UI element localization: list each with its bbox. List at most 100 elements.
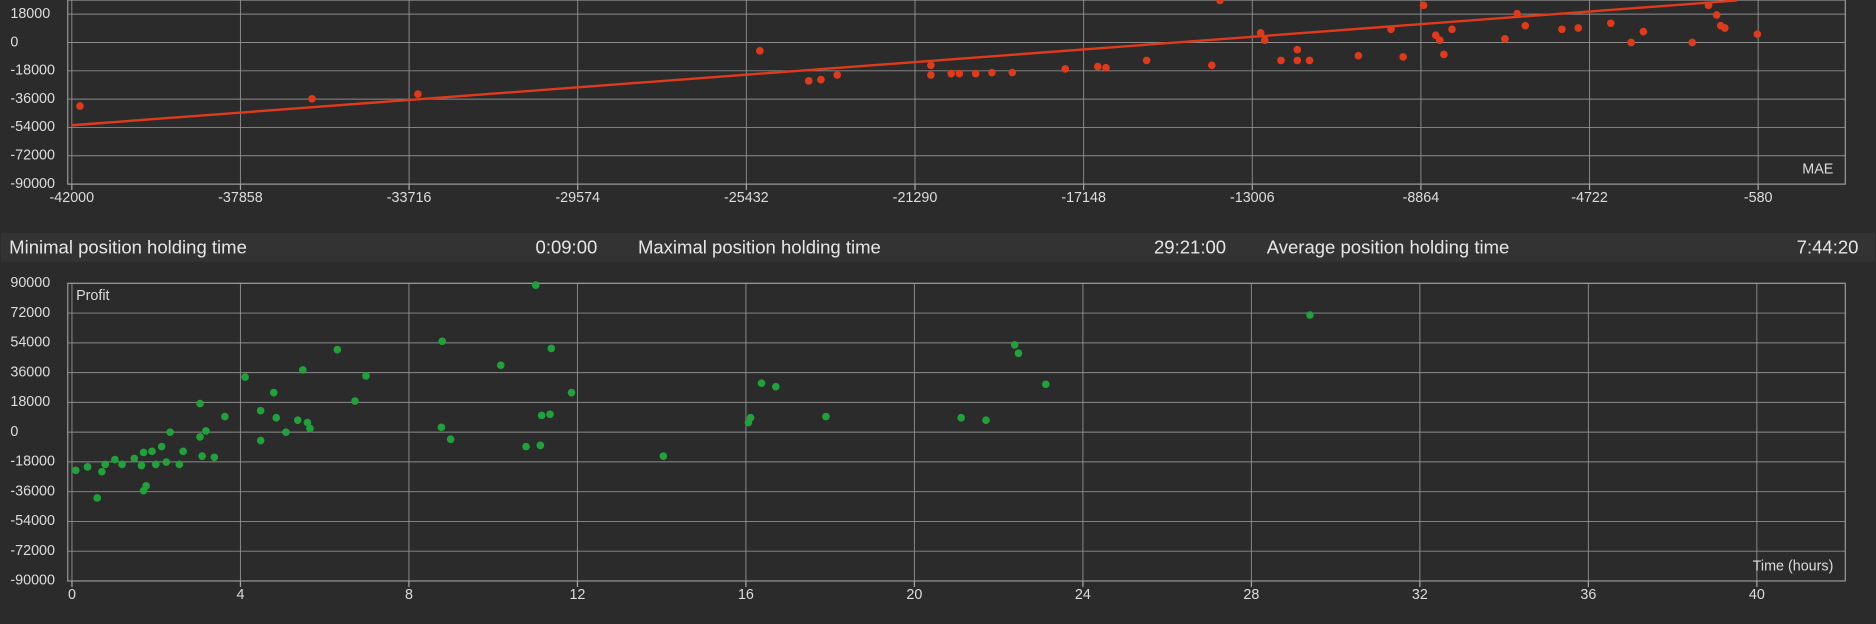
point xyxy=(756,46,764,55)
y-tick-label: 0 xyxy=(10,34,18,50)
y-tick-label: -90000 xyxy=(10,176,55,192)
x-tick-label: -21290 xyxy=(893,190,938,206)
point xyxy=(1521,21,1530,30)
x-tick-label: 12 xyxy=(569,587,585,603)
stat-value: 29:21:00 xyxy=(1154,237,1226,258)
point xyxy=(111,455,119,464)
point xyxy=(817,75,825,84)
point xyxy=(1753,30,1762,38)
x-tick-label: -42000 xyxy=(50,190,95,206)
x-tick-label: 36 xyxy=(1580,587,1596,603)
point xyxy=(1448,25,1456,34)
point xyxy=(1277,56,1285,65)
point xyxy=(308,94,316,103)
point xyxy=(241,373,249,381)
point xyxy=(282,428,290,436)
point xyxy=(1306,311,1314,319)
point xyxy=(1042,380,1050,389)
point xyxy=(1606,19,1615,28)
point xyxy=(1061,65,1070,73)
plot-frame xyxy=(67,282,1846,582)
point xyxy=(1688,38,1697,47)
point xyxy=(522,442,530,451)
point xyxy=(546,410,554,419)
point xyxy=(1008,68,1017,77)
stat-value: 7:44:20 xyxy=(1797,237,1859,258)
point xyxy=(437,423,446,432)
point xyxy=(446,435,455,444)
point xyxy=(822,412,830,421)
x-tick-label: -580 xyxy=(1744,190,1773,206)
x-tick-label: 20 xyxy=(906,587,922,603)
point xyxy=(927,71,935,79)
point xyxy=(179,447,187,456)
y-tick-label: 18000 xyxy=(10,394,50,410)
point xyxy=(531,281,540,289)
y-tick-label: 90000 xyxy=(10,275,50,291)
point xyxy=(1639,27,1648,36)
point xyxy=(1513,9,1521,18)
x-tick-label: 4 xyxy=(236,587,244,603)
point xyxy=(746,413,755,422)
x-tick-label: 24 xyxy=(1075,587,1091,603)
stats-bar xyxy=(0,233,1876,262)
point xyxy=(971,69,980,78)
point xyxy=(333,345,342,354)
point xyxy=(957,413,965,422)
point xyxy=(130,454,139,463)
y-tick-label: -72000 xyxy=(10,543,55,559)
point xyxy=(1558,25,1566,34)
trendline xyxy=(71,0,1738,127)
point xyxy=(1093,62,1102,71)
point xyxy=(1293,56,1302,65)
point xyxy=(1260,36,1269,44)
point xyxy=(547,344,556,353)
point xyxy=(1142,56,1151,65)
point xyxy=(198,452,206,460)
x-tick-label: 40 xyxy=(1749,587,1765,603)
point xyxy=(1704,1,1713,10)
point xyxy=(1419,1,1428,10)
x-tick-label: -8864 xyxy=(1403,190,1440,206)
y-tick-label: 0 xyxy=(10,424,18,440)
stat-label: Average position holding time xyxy=(1267,237,1510,258)
point xyxy=(256,406,265,415)
point xyxy=(303,418,312,427)
point xyxy=(1293,45,1302,54)
point xyxy=(1216,0,1224,5)
point xyxy=(496,361,505,369)
point xyxy=(804,77,813,85)
x-tick-label: -13006 xyxy=(1230,190,1275,206)
point xyxy=(256,436,265,445)
point xyxy=(76,102,84,110)
point xyxy=(1305,56,1314,65)
y-tick-label: -72000 xyxy=(10,148,55,164)
y-tick-label: -90000 xyxy=(10,573,55,589)
point xyxy=(438,337,447,346)
point xyxy=(93,494,102,502)
point xyxy=(269,388,278,397)
y-tick-label: 54000 xyxy=(10,335,50,351)
x-tick-label: 28 xyxy=(1243,587,1259,603)
point xyxy=(982,416,990,425)
y-tick-label: -36000 xyxy=(10,483,55,499)
x-tick-label: -25432 xyxy=(724,190,769,206)
point xyxy=(771,382,780,391)
point xyxy=(202,427,210,435)
x-tick-label: 8 xyxy=(405,587,413,603)
stat-label: Minimal position holding time xyxy=(9,237,247,258)
x-tick-label: 0 xyxy=(68,587,76,603)
y-tick-label: -36000 xyxy=(10,91,55,107)
point xyxy=(272,413,281,422)
point xyxy=(196,399,204,408)
y-tick-label: 36000 xyxy=(10,364,50,380)
point xyxy=(157,442,166,451)
y-tick-label: -54000 xyxy=(10,119,55,135)
y-tick-label: -54000 xyxy=(10,513,55,529)
point xyxy=(1574,24,1583,32)
point xyxy=(221,412,229,421)
x-tick-label: -29574 xyxy=(555,190,600,206)
point xyxy=(536,441,545,450)
point xyxy=(210,453,219,462)
